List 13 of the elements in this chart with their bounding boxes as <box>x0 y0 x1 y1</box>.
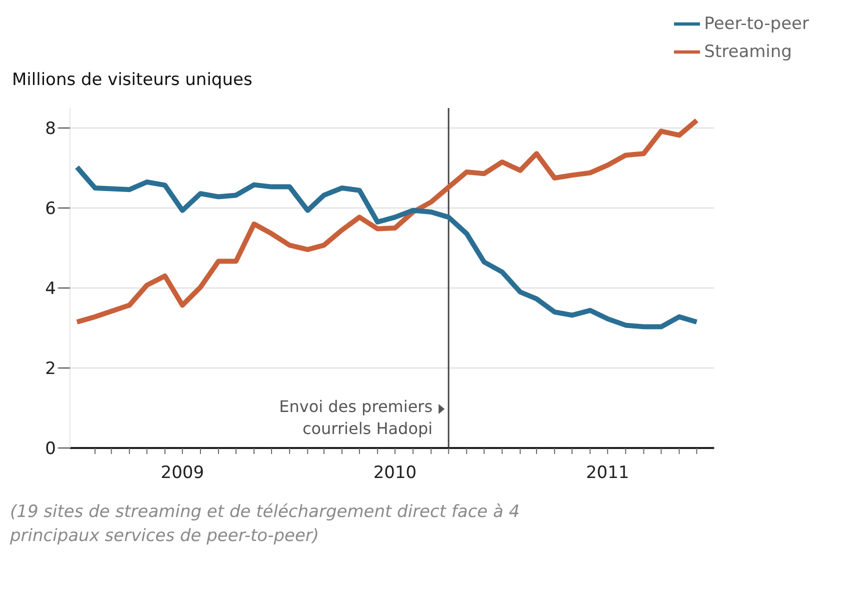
y-tick-label: 8 <box>45 119 56 140</box>
y-tick-label: 0 <box>45 439 56 460</box>
y-axis-title: Millions de visiteurs uniques <box>12 70 252 90</box>
ref-line-label: Envoi des premiers courriels Hadopi <box>279 397 433 438</box>
y-tick-label: 4 <box>45 279 56 300</box>
x-tick-label: 2011 <box>586 463 630 483</box>
text: (19 sites de streaming et de téléchargement direct face à 4 principaux services de peer-to-peer) <box>10 501 521 548</box>
x-tick-label: 2010 <box>373 463 417 483</box>
legend-label: Streaming <box>704 42 792 62</box>
legend-label: Peer-to-peer <box>704 14 809 34</box>
x-tick-label: 2009 <box>160 463 204 483</box>
y-tick-label: 6 <box>45 199 56 220</box>
y-tick-label: 2 <box>45 359 56 380</box>
